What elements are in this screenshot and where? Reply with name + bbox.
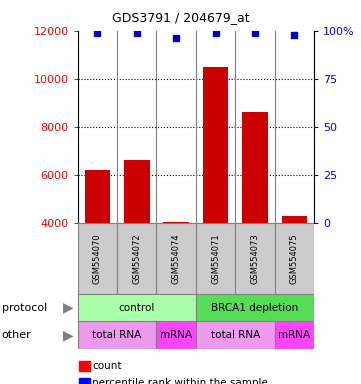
Text: GSM554074: GSM554074: [171, 233, 180, 283]
Text: total RNA: total RNA: [210, 330, 260, 340]
Bar: [242, 112, 268, 223]
Text: count: count: [92, 361, 122, 371]
Text: mRNA: mRNA: [160, 330, 192, 340]
Text: GSM554071: GSM554071: [211, 233, 220, 283]
Text: GSM554072: GSM554072: [132, 233, 141, 283]
Text: mRNA: mRNA: [278, 330, 310, 340]
Bar: [78, 321, 156, 349]
Text: percentile rank within the sample: percentile rank within the sample: [92, 378, 268, 384]
Text: GSM554075: GSM554075: [290, 233, 299, 283]
Bar: [235, 223, 275, 294]
Bar: [196, 294, 314, 321]
Text: ▶: ▶: [64, 301, 74, 314]
Bar: [117, 223, 156, 294]
Bar: [124, 161, 149, 223]
Text: other: other: [2, 330, 31, 340]
Text: total RNA: total RNA: [92, 330, 142, 340]
Bar: [275, 321, 314, 349]
Text: ▶: ▶: [64, 328, 74, 342]
Bar: [275, 223, 314, 294]
Bar: [84, 170, 110, 223]
Bar: [78, 223, 117, 294]
Bar: [163, 222, 189, 223]
Bar: [156, 321, 196, 349]
Text: control: control: [118, 303, 155, 313]
Bar: [156, 223, 196, 294]
Bar: [196, 223, 235, 294]
Bar: [196, 321, 275, 349]
Text: GSM554070: GSM554070: [93, 233, 102, 283]
Bar: [78, 294, 196, 321]
Bar: [282, 215, 307, 223]
Text: GSM554073: GSM554073: [251, 233, 260, 284]
Text: BRCA1 depletion: BRCA1 depletion: [211, 303, 299, 313]
Bar: [203, 67, 229, 223]
Text: GDS3791 / 204679_at: GDS3791 / 204679_at: [112, 12, 249, 25]
Text: protocol: protocol: [2, 303, 47, 313]
